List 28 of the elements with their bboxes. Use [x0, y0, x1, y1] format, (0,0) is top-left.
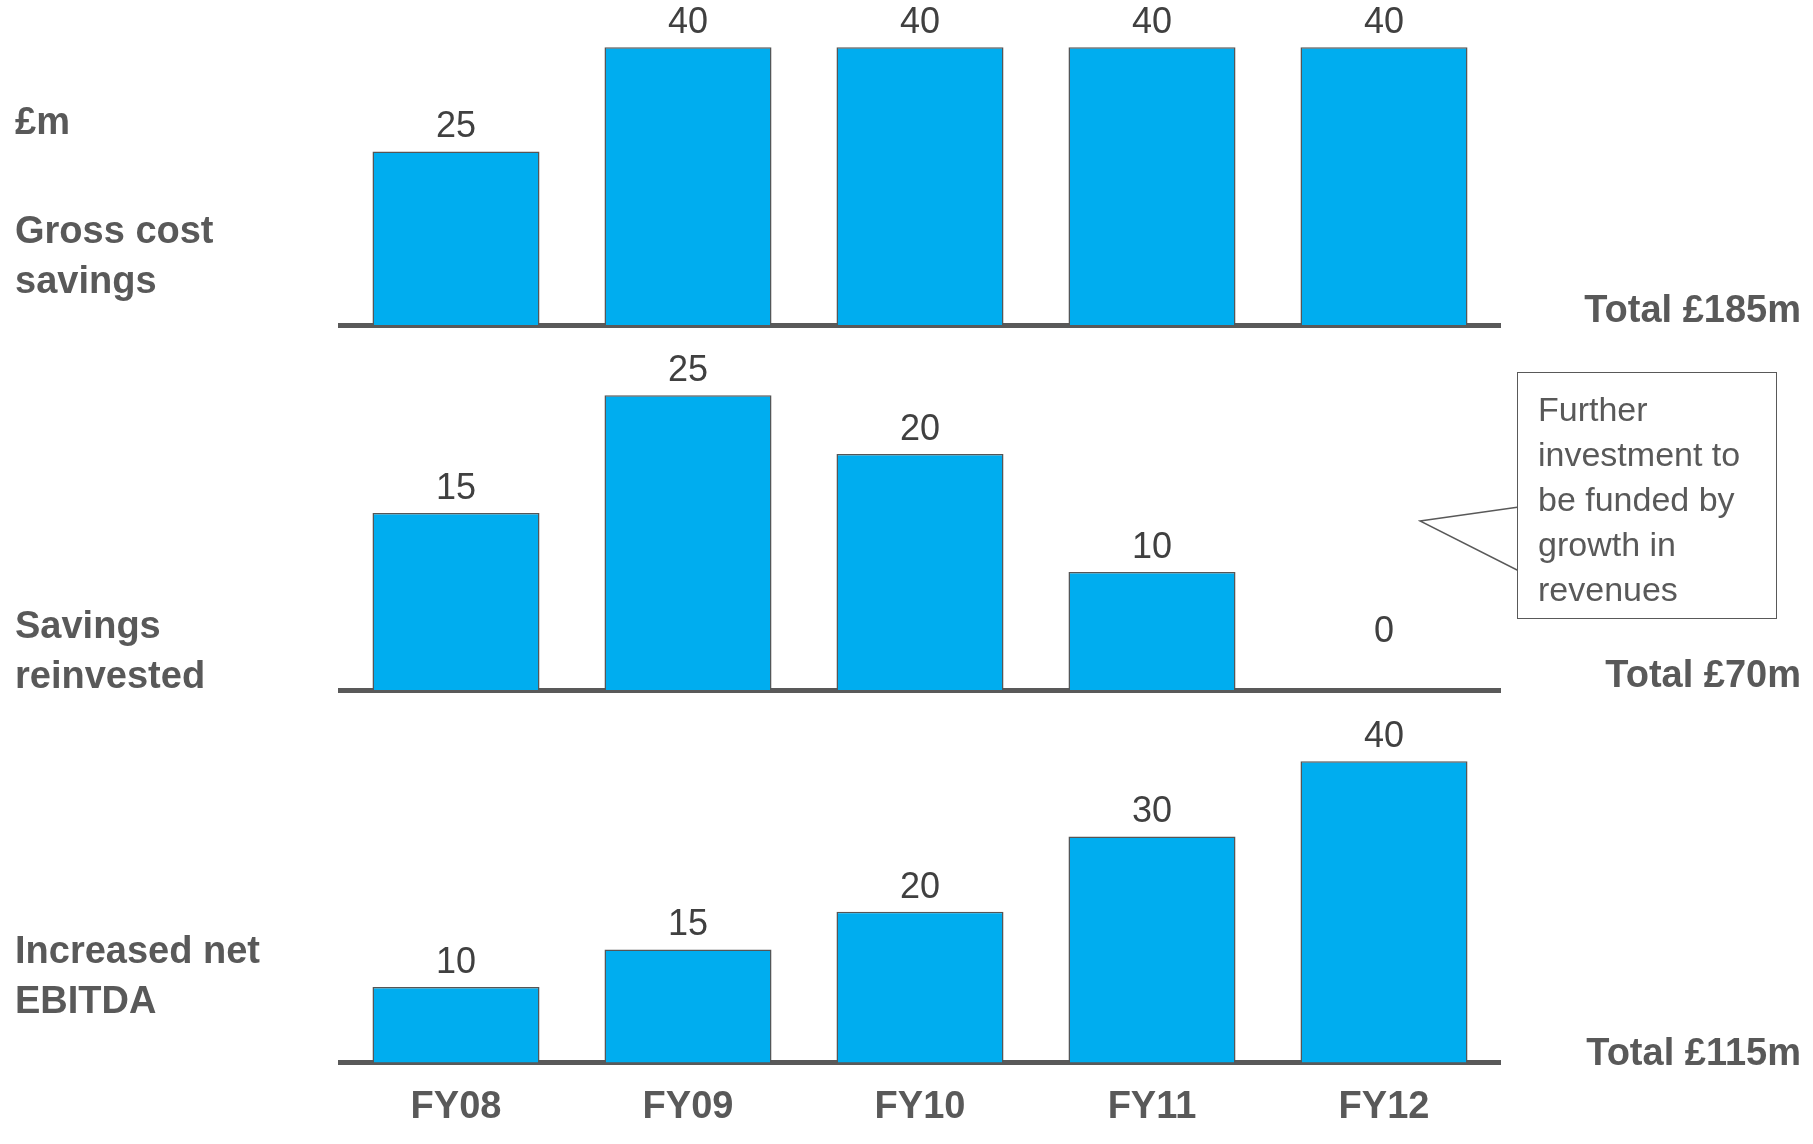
data-label: 30	[1131, 789, 1173, 831]
data-label: 40	[1363, 0, 1405, 42]
text: Total £70m	[1605, 653, 1801, 696]
text: Total £185m	[1584, 288, 1801, 331]
text: Increased net EBITDA	[15, 928, 261, 1023]
x-tick-label: FY12	[1338, 1083, 1430, 1126]
data-label: 40	[1363, 714, 1405, 756]
data-label: 10	[435, 940, 477, 982]
text: Savings reinvested	[15, 603, 207, 698]
x-tick-label: FY09	[642, 1083, 734, 1126]
y-axis-title: £m	[15, 100, 70, 143]
data-label: 15	[667, 902, 709, 944]
data-label: 40	[667, 0, 709, 42]
text: Gross cost savings	[15, 208, 215, 303]
data-label: 25	[667, 348, 709, 390]
data-label: 15	[435, 466, 477, 507]
text: Further investment to be funded by growth in revenues	[1517, 372, 1777, 619]
text: Total £115m	[1586, 1031, 1801, 1074]
data-label: 40	[1131, 0, 1173, 42]
data-label: 20	[899, 864, 941, 906]
x-tick-label: FY11	[1107, 1083, 1197, 1126]
data-label: 0	[1373, 608, 1395, 650]
data-label: 25	[435, 104, 477, 146]
x-tick-label: FY08	[410, 1083, 502, 1126]
x-tick-label: FY10	[874, 1083, 966, 1126]
data-label: 10	[1131, 524, 1173, 566]
data-label: 40	[899, 0, 941, 42]
data-label: 20	[899, 407, 941, 449]
